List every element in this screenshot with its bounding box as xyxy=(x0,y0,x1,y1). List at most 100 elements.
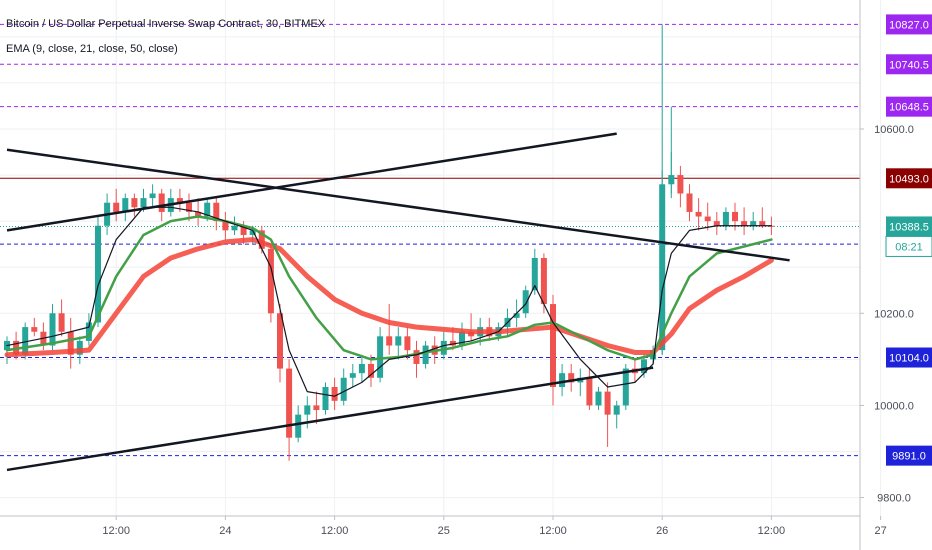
candle-body xyxy=(404,336,411,351)
candle[interactable] xyxy=(167,188,174,217)
last-price-badge[interactable]: 10388.5 xyxy=(886,216,932,237)
candle[interactable] xyxy=(568,363,575,392)
candle-body xyxy=(95,225,101,323)
candle-body xyxy=(322,387,329,411)
candle[interactable] xyxy=(313,391,320,424)
badge-label: 9891.0 xyxy=(892,451,926,463)
candle[interactable] xyxy=(358,354,365,383)
candle[interactable] xyxy=(422,340,429,369)
time-tick-label: 12:00 xyxy=(321,525,349,537)
candle-body xyxy=(386,336,393,346)
trend-lines xyxy=(6,132,790,472)
candle[interactable] xyxy=(231,216,238,235)
candle-body xyxy=(76,340,83,355)
candle[interactable] xyxy=(267,244,274,323)
candle[interactable] xyxy=(522,285,529,318)
candle-body xyxy=(622,368,629,406)
candle[interactable] xyxy=(186,193,192,222)
candle-body xyxy=(368,363,374,378)
candle-body xyxy=(176,198,183,203)
candle[interactable] xyxy=(613,400,620,429)
trend-line[interactable] xyxy=(6,148,790,262)
price-tick-label: 10200.0 xyxy=(874,308,914,320)
candle[interactable] xyxy=(395,327,402,360)
trend-line[interactable] xyxy=(6,132,617,232)
candle[interactable] xyxy=(131,193,138,217)
ema-line[interactable] xyxy=(5,215,773,361)
candle[interactable] xyxy=(122,193,129,222)
candle[interactable] xyxy=(677,165,684,208)
candle-body xyxy=(31,327,38,332)
candle-body xyxy=(204,202,211,217)
candle[interactable] xyxy=(404,327,411,360)
candle[interactable] xyxy=(213,198,220,231)
candle-body xyxy=(422,345,429,364)
candle[interactable] xyxy=(759,207,766,229)
candle-body xyxy=(67,331,74,355)
candle[interactable] xyxy=(604,382,611,447)
horizontal-levels xyxy=(0,23,860,457)
candle[interactable] xyxy=(95,216,101,328)
candle-body xyxy=(240,225,247,235)
time-tick-label: 27 xyxy=(874,525,886,537)
candle-body xyxy=(713,221,720,226)
candle-body xyxy=(750,221,757,226)
candle-body xyxy=(759,221,766,226)
candle[interactable] xyxy=(31,317,38,337)
candle-body xyxy=(286,368,293,438)
badge-bg xyxy=(886,168,932,189)
candle[interactable] xyxy=(386,304,393,355)
candle[interactable] xyxy=(286,359,293,461)
candle[interactable] xyxy=(349,363,356,387)
candle[interactable] xyxy=(113,188,120,222)
candle-body xyxy=(85,322,92,341)
candle[interactable] xyxy=(595,387,602,411)
level-badge[interactable]: 10104.0 xyxy=(886,347,932,368)
candle-body xyxy=(741,221,748,226)
level-badge[interactable]: 10493.0 xyxy=(886,168,932,189)
candle[interactable] xyxy=(331,377,338,411)
candle[interactable] xyxy=(704,202,711,231)
candle[interactable] xyxy=(722,207,729,231)
candle-body xyxy=(158,193,165,212)
candle[interactable] xyxy=(85,313,92,346)
candle[interactable] xyxy=(577,368,584,397)
badge-bg xyxy=(886,445,932,466)
candle-body xyxy=(313,405,320,411)
candle[interactable] xyxy=(277,304,283,383)
candle[interactable] xyxy=(695,198,702,231)
candle[interactable] xyxy=(149,184,156,208)
candle[interactable] xyxy=(67,317,74,369)
candle[interactable] xyxy=(322,382,329,415)
candle[interactable] xyxy=(468,313,475,341)
candle[interactable] xyxy=(750,211,757,231)
level-badge[interactable]: 10740.5 xyxy=(886,54,932,75)
candle[interactable] xyxy=(686,184,693,222)
level-badge[interactable]: 10648.5 xyxy=(886,96,932,117)
candle-body xyxy=(522,290,529,314)
candle[interactable] xyxy=(58,299,65,337)
candle[interactable] xyxy=(413,340,420,378)
candle[interactable] xyxy=(550,294,556,406)
candle[interactable] xyxy=(531,248,538,295)
candle[interactable] xyxy=(713,211,720,235)
candle[interactable] xyxy=(176,188,183,212)
candle[interactable] xyxy=(377,327,384,383)
candle[interactable] xyxy=(559,363,566,397)
level-badge[interactable]: 9891.0 xyxy=(886,445,932,466)
candle[interactable] xyxy=(586,368,593,411)
candle[interactable] xyxy=(741,207,748,235)
candle-body xyxy=(131,198,138,208)
level-badge[interactable]: 10827.0 xyxy=(886,14,932,35)
candle[interactable] xyxy=(222,211,229,240)
countdown-bg xyxy=(885,235,932,257)
candle-body xyxy=(722,211,729,226)
trend-line[interactable] xyxy=(6,366,654,472)
candle-body xyxy=(186,202,192,212)
candle[interactable] xyxy=(340,368,347,406)
ema-line[interactable] xyxy=(4,237,774,358)
indicator-legend[interactable]: EMA (9, close, 21, close, 50, close) xyxy=(6,43,178,55)
candle-body xyxy=(704,216,711,222)
price-axis: 10600.0 10200.0 10000.0 9800.0 xyxy=(860,124,914,505)
